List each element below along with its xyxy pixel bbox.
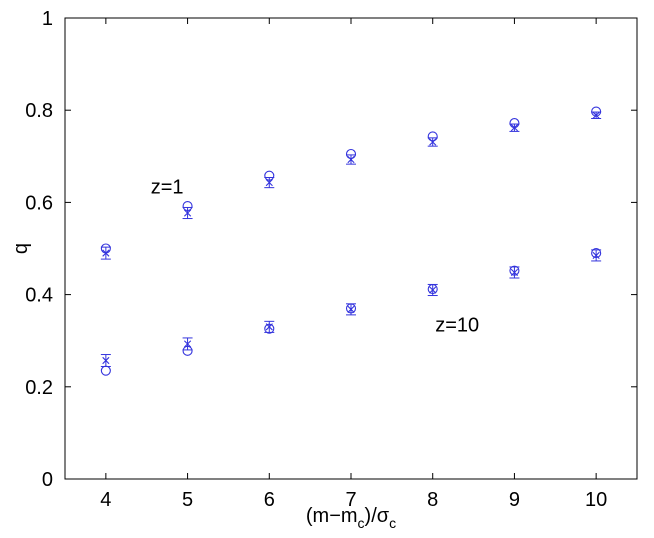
x-axis-label-mid: )/σ [365,505,390,527]
x-point [102,249,110,257]
x-axis-label-sub2: c [389,515,396,531]
series-z1-x-errorbar [100,111,602,260]
x-tick-label: 9 [509,489,520,511]
x-point [265,323,273,331]
x-tick-label: 7 [345,489,356,511]
x-tick-label: 4 [100,489,111,511]
x-point [429,286,437,294]
annotations: z=1 z=10 [151,176,479,336]
series-z10-x-errorbar [100,249,602,368]
y-axis-label: q [10,243,32,254]
x-point [510,268,519,277]
x-axis-label-main: (m−m [306,505,358,527]
y-tick-label: 0.4 [25,285,53,307]
y-tick-label: 1 [42,8,53,30]
y-tick-label: 0.8 [25,100,53,122]
x-tick-label: 6 [264,489,275,511]
y-tick-label: 0.2 [25,377,53,399]
x-point [429,138,437,146]
axis-ticks: 4 5 6 7 8 9 10 0 0.2 0.4 0.6 0.8 1 [25,8,637,511]
annotation-label: z=1 [151,176,184,198]
x-axis-label: (m−mc)/σc [306,505,396,531]
x-point [347,155,355,164]
x-point [183,209,192,217]
x-tick-label: 8 [427,489,438,511]
y-tick-label: 0 [42,469,53,491]
annotation-label: z=10 [435,315,479,337]
x-point [510,124,519,132]
plot-marks [100,106,602,376]
x-tick-label: 10 [585,489,607,511]
x-point [347,305,355,313]
x-axis-label-sub1: c [358,515,365,531]
y-tick-label: 0.6 [25,192,53,214]
x-tick-label: 5 [182,489,193,511]
x-point [183,340,192,348]
x-point [592,111,600,119]
x-point [265,178,273,187]
x-point [592,251,600,260]
x-point [102,356,110,365]
